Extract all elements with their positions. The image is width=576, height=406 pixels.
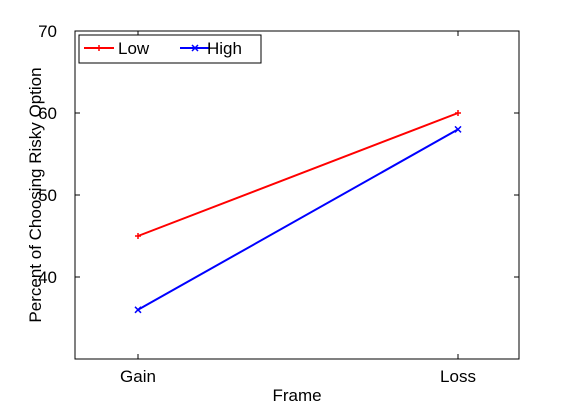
series-line-low — [137, 112, 459, 237]
x-axis: Gain Loss — [120, 31, 476, 386]
y-tick-label: 50 — [38, 186, 57, 205]
y-tick-label: 70 — [38, 22, 57, 41]
legend-label-high: High — [207, 39, 242, 58]
data-point-high — [454, 125, 462, 133]
x-axis-label: Frame — [272, 386, 321, 405]
x-tick-label: Loss — [440, 367, 476, 386]
plot-area — [74, 30, 520, 360]
series-layer — [134, 110, 462, 314]
series-line-high — [137, 128, 459, 311]
y-axis-label: Percent of Choosing Risky Option — [26, 67, 45, 322]
legend-marker-high — [191, 44, 199, 52]
y-tick-label: 60 — [38, 104, 57, 123]
data-point-low — [135, 233, 141, 239]
legend-label-low: Low — [118, 39, 150, 58]
data-point-high — [134, 306, 142, 314]
legend-marker-low — [96, 45, 102, 51]
x-tick-label: Gain — [120, 367, 156, 386]
y-tick-label: 40 — [38, 268, 57, 287]
data-point-low — [455, 110, 461, 116]
y-axis: 70 40 50 60 — [38, 22, 519, 287]
legend: Low High — [78, 34, 262, 64]
